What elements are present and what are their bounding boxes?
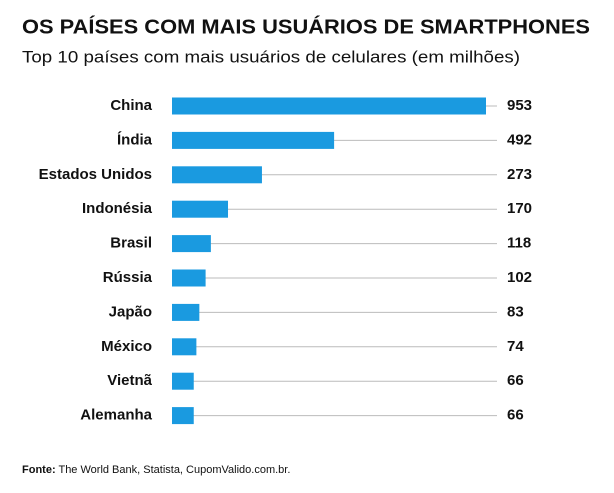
bar xyxy=(172,407,194,425)
source-text: The World Bank, Statista, CupomValido.co… xyxy=(58,464,290,476)
category-label: Indonésia xyxy=(82,200,153,217)
value-label: 66 xyxy=(507,407,524,424)
category-label: Japão xyxy=(109,303,152,320)
bar xyxy=(172,372,194,390)
value-label: 66 xyxy=(507,372,524,389)
bar xyxy=(172,269,206,287)
category-label: México xyxy=(101,338,152,355)
source-label: Fonte: xyxy=(22,464,56,476)
category-label: Estados Unidos xyxy=(39,166,152,183)
bar xyxy=(172,97,486,115)
bar xyxy=(172,338,197,356)
category-label: Índia xyxy=(117,131,153,148)
bar xyxy=(172,235,211,253)
chart-title: OS PAÍSES COM MAIS USUÁRIOS DE SMARTPHON… xyxy=(22,15,590,38)
value-label: 102 xyxy=(507,269,532,286)
value-label: 74 xyxy=(507,338,524,355)
bar xyxy=(172,131,335,149)
source: Fonte: The World Bank, Statista, CupomVa… xyxy=(22,464,290,476)
category-label: Rússia xyxy=(103,269,153,286)
bar xyxy=(172,303,200,321)
category-label: Brasil xyxy=(110,235,152,252)
value-label: 83 xyxy=(507,303,524,320)
bar xyxy=(172,200,229,218)
category-label: Vietnã xyxy=(107,372,152,389)
value-label: 170 xyxy=(507,200,532,217)
value-label: 118 xyxy=(507,235,531,252)
bar xyxy=(172,166,262,184)
value-label: 273 xyxy=(507,166,532,183)
value-label: 492 xyxy=(507,131,532,148)
category-label: China xyxy=(110,97,152,114)
value-label: 953 xyxy=(507,97,532,114)
chart-subtitle: Top 10 países com mais usuários de celul… xyxy=(22,47,520,66)
category-label: Alemanha xyxy=(80,407,152,424)
